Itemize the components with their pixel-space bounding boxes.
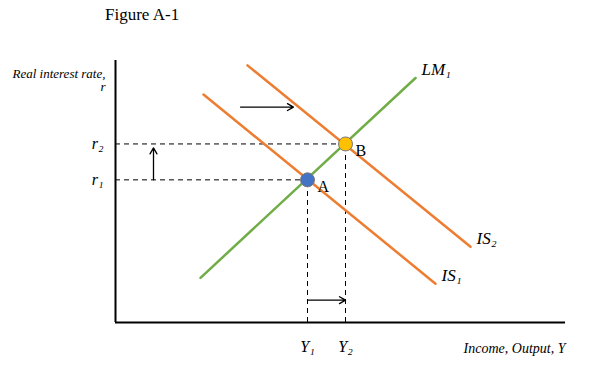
svg-text:B: B bbox=[356, 142, 367, 159]
svg-text:r₁: r₁ bbox=[92, 171, 104, 188]
svg-text:r₂: r₂ bbox=[92, 135, 104, 152]
svg-text:Y₂: Y₂ bbox=[338, 338, 353, 355]
svg-text:Y₁: Y₁ bbox=[300, 338, 314, 355]
svg-text:Real interest rate,r: Real interest rate,r bbox=[11, 66, 106, 94]
svg-text:A: A bbox=[318, 178, 330, 195]
svg-text:LM₁: LM₁ bbox=[421, 60, 452, 79]
svg-text:Income, Output, Y: Income, Output, Y bbox=[463, 341, 568, 356]
svg-text:IS₂: IS₂ bbox=[476, 229, 497, 248]
html-text:Figure A-1: Figure A-1 bbox=[105, 5, 180, 24]
svg-text:IS₁: IS₁ bbox=[441, 266, 462, 285]
